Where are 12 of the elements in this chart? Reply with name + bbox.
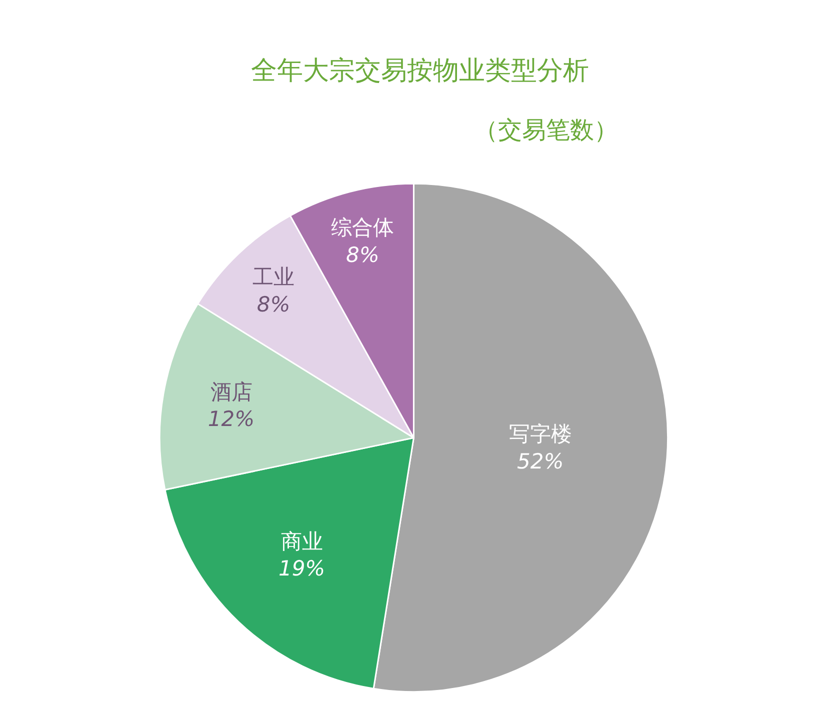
slice-label: 酒店 — [210, 380, 252, 404]
slice-label: 商业 — [280, 529, 323, 554]
slice-label: 工业 — [252, 265, 295, 290]
data-label: 12% — [208, 407, 255, 432]
data-label: 52% — [517, 449, 564, 474]
data-label: 8% — [346, 242, 380, 267]
slice-label: 综合体 — [331, 215, 394, 240]
data-label: 19% — [278, 556, 326, 581]
slice-label: 写字楼 — [508, 422, 572, 446]
chart-subtitle: （交易笔数） — [474, 116, 618, 144]
data-label: 8% — [256, 292, 290, 316]
chart-title: 全年大宗交易按物业类型分析 — [251, 56, 589, 86]
